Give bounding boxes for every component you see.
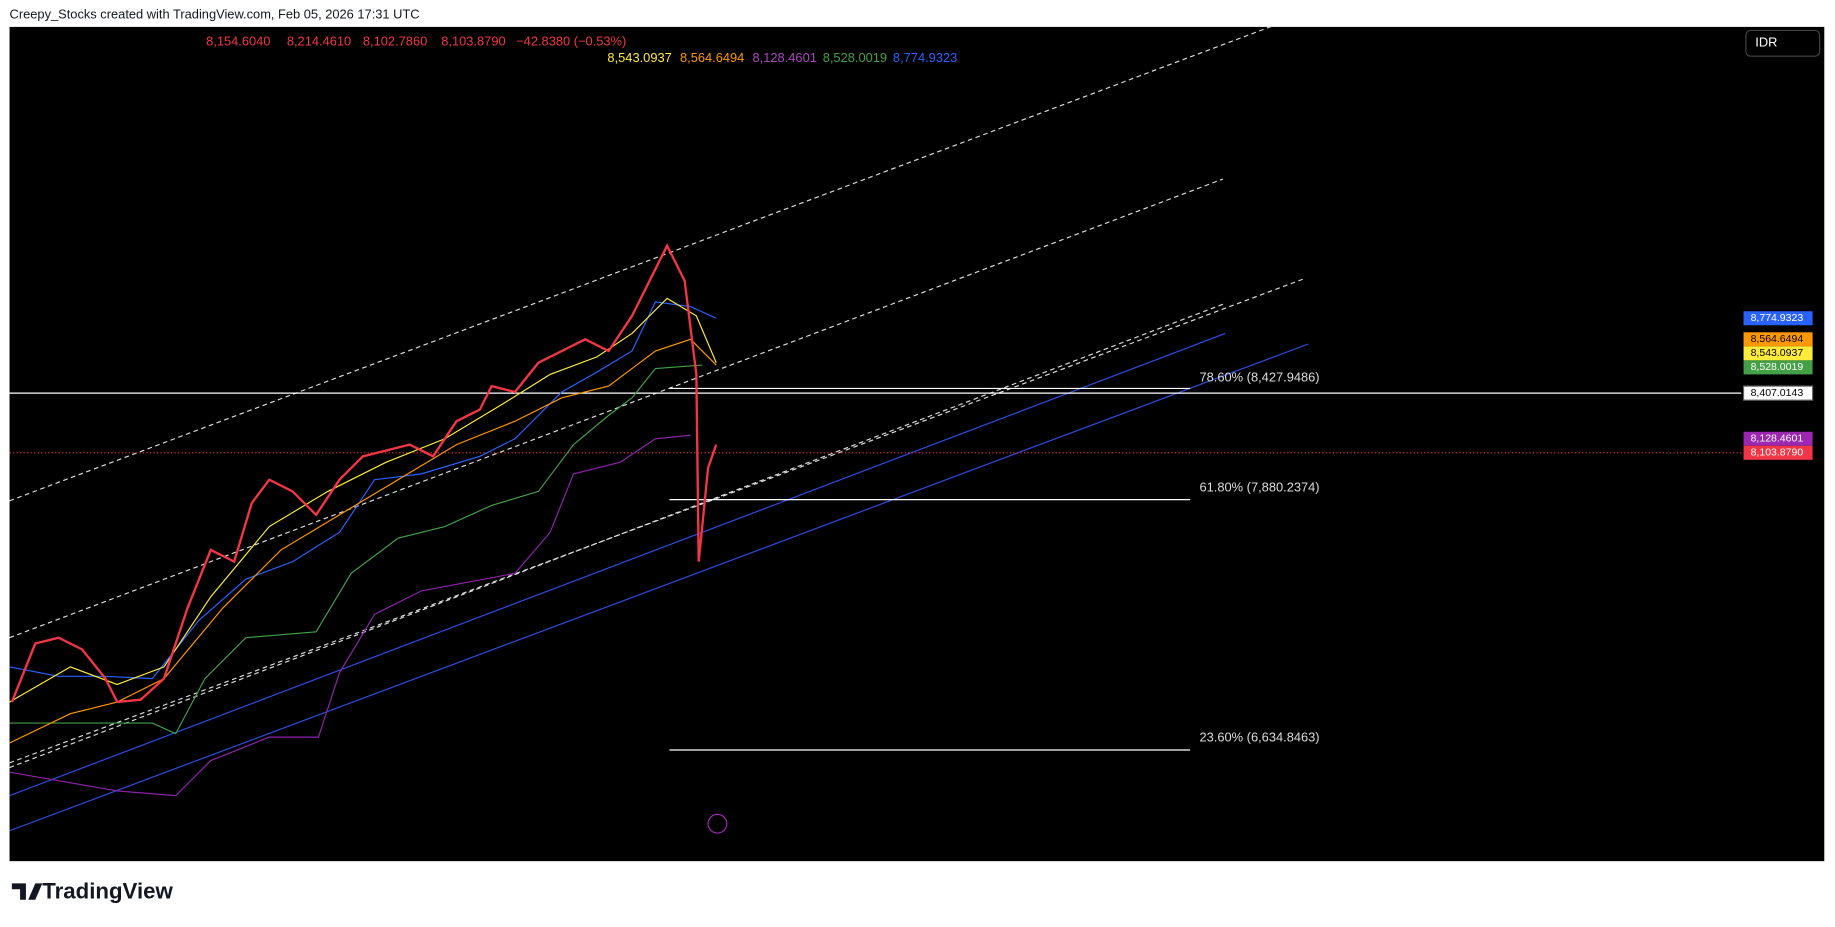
currency-box [1745, 29, 1821, 57]
price-series [10, 243, 718, 704]
indicator-line [9, 364, 703, 735]
channel-line [9, 277, 1305, 764]
price-label-box [1743, 360, 1813, 375]
price-label-box [1743, 332, 1813, 347]
price-label: 8,543.0937 [1751, 347, 1804, 359]
indicator-value: 8,774.9323 [893, 50, 957, 65]
indicator-value: 8,564.6494 [680, 50, 744, 65]
price-label: 8,564.6494 [1751, 333, 1804, 345]
trend-line [9, 332, 1226, 797]
price-label: 8,407.0143 [1751, 387, 1804, 399]
dynamic: 8,154.6040 8,214.4610 8,102.7860 8,103.8790… [206, 34, 1814, 745]
drawings [9, 25, 1742, 832]
ohlc-value: −42.8380 (−0.53%) [516, 34, 626, 49]
price-label-box [1743, 311, 1813, 326]
price-label-box [1742, 385, 1814, 401]
price-label: 8,128.4601 [1751, 433, 1804, 445]
channel-line [9, 303, 1224, 769]
event-icon [707, 813, 728, 834]
brand: TradingView [42, 879, 173, 904]
chart-pane [9, 26, 1825, 862]
indicator-line [9, 434, 691, 797]
price-label: 8,103.8790 [1751, 447, 1804, 459]
price-label-box [1743, 431, 1813, 446]
fib-label: 23.60% (6,634.8463) [1199, 730, 1319, 745]
ohlc-value: 8,214.4610 [287, 34, 351, 49]
ohlc-value: 8,102.7860 [363, 34, 427, 49]
indicator-value: 8,543.0937 [607, 50, 671, 65]
price-label: 8,774.9323 [1751, 312, 1804, 324]
channel-line [9, 25, 1274, 502]
ohlc-value: 8,103.8790 [441, 34, 505, 49]
price-label-box [1743, 445, 1813, 460]
indicator-line [9, 297, 717, 703]
trend-line [9, 343, 1309, 832]
brand-logo [11, 883, 43, 900]
indicator-value: 8,528.0019 [823, 50, 887, 65]
ohlc-value: 8,154.6040 [206, 34, 270, 49]
indicator-line [9, 338, 717, 744]
channel-line [9, 178, 1224, 639]
fib-label: 61.80% (7,880.2374) [1199, 479, 1319, 494]
attribution: Creepy_Stocks created with TradingView.c… [10, 7, 420, 22]
currency: IDR [1755, 35, 1777, 50]
price-label-box [1743, 346, 1813, 361]
fib-label: 78.60% (8,427.9486) [1199, 369, 1319, 384]
indicator-line [9, 301, 717, 680]
indicator-value: 8,128.4601 [753, 50, 817, 65]
price-label: 8,528.0019 [1751, 361, 1804, 373]
